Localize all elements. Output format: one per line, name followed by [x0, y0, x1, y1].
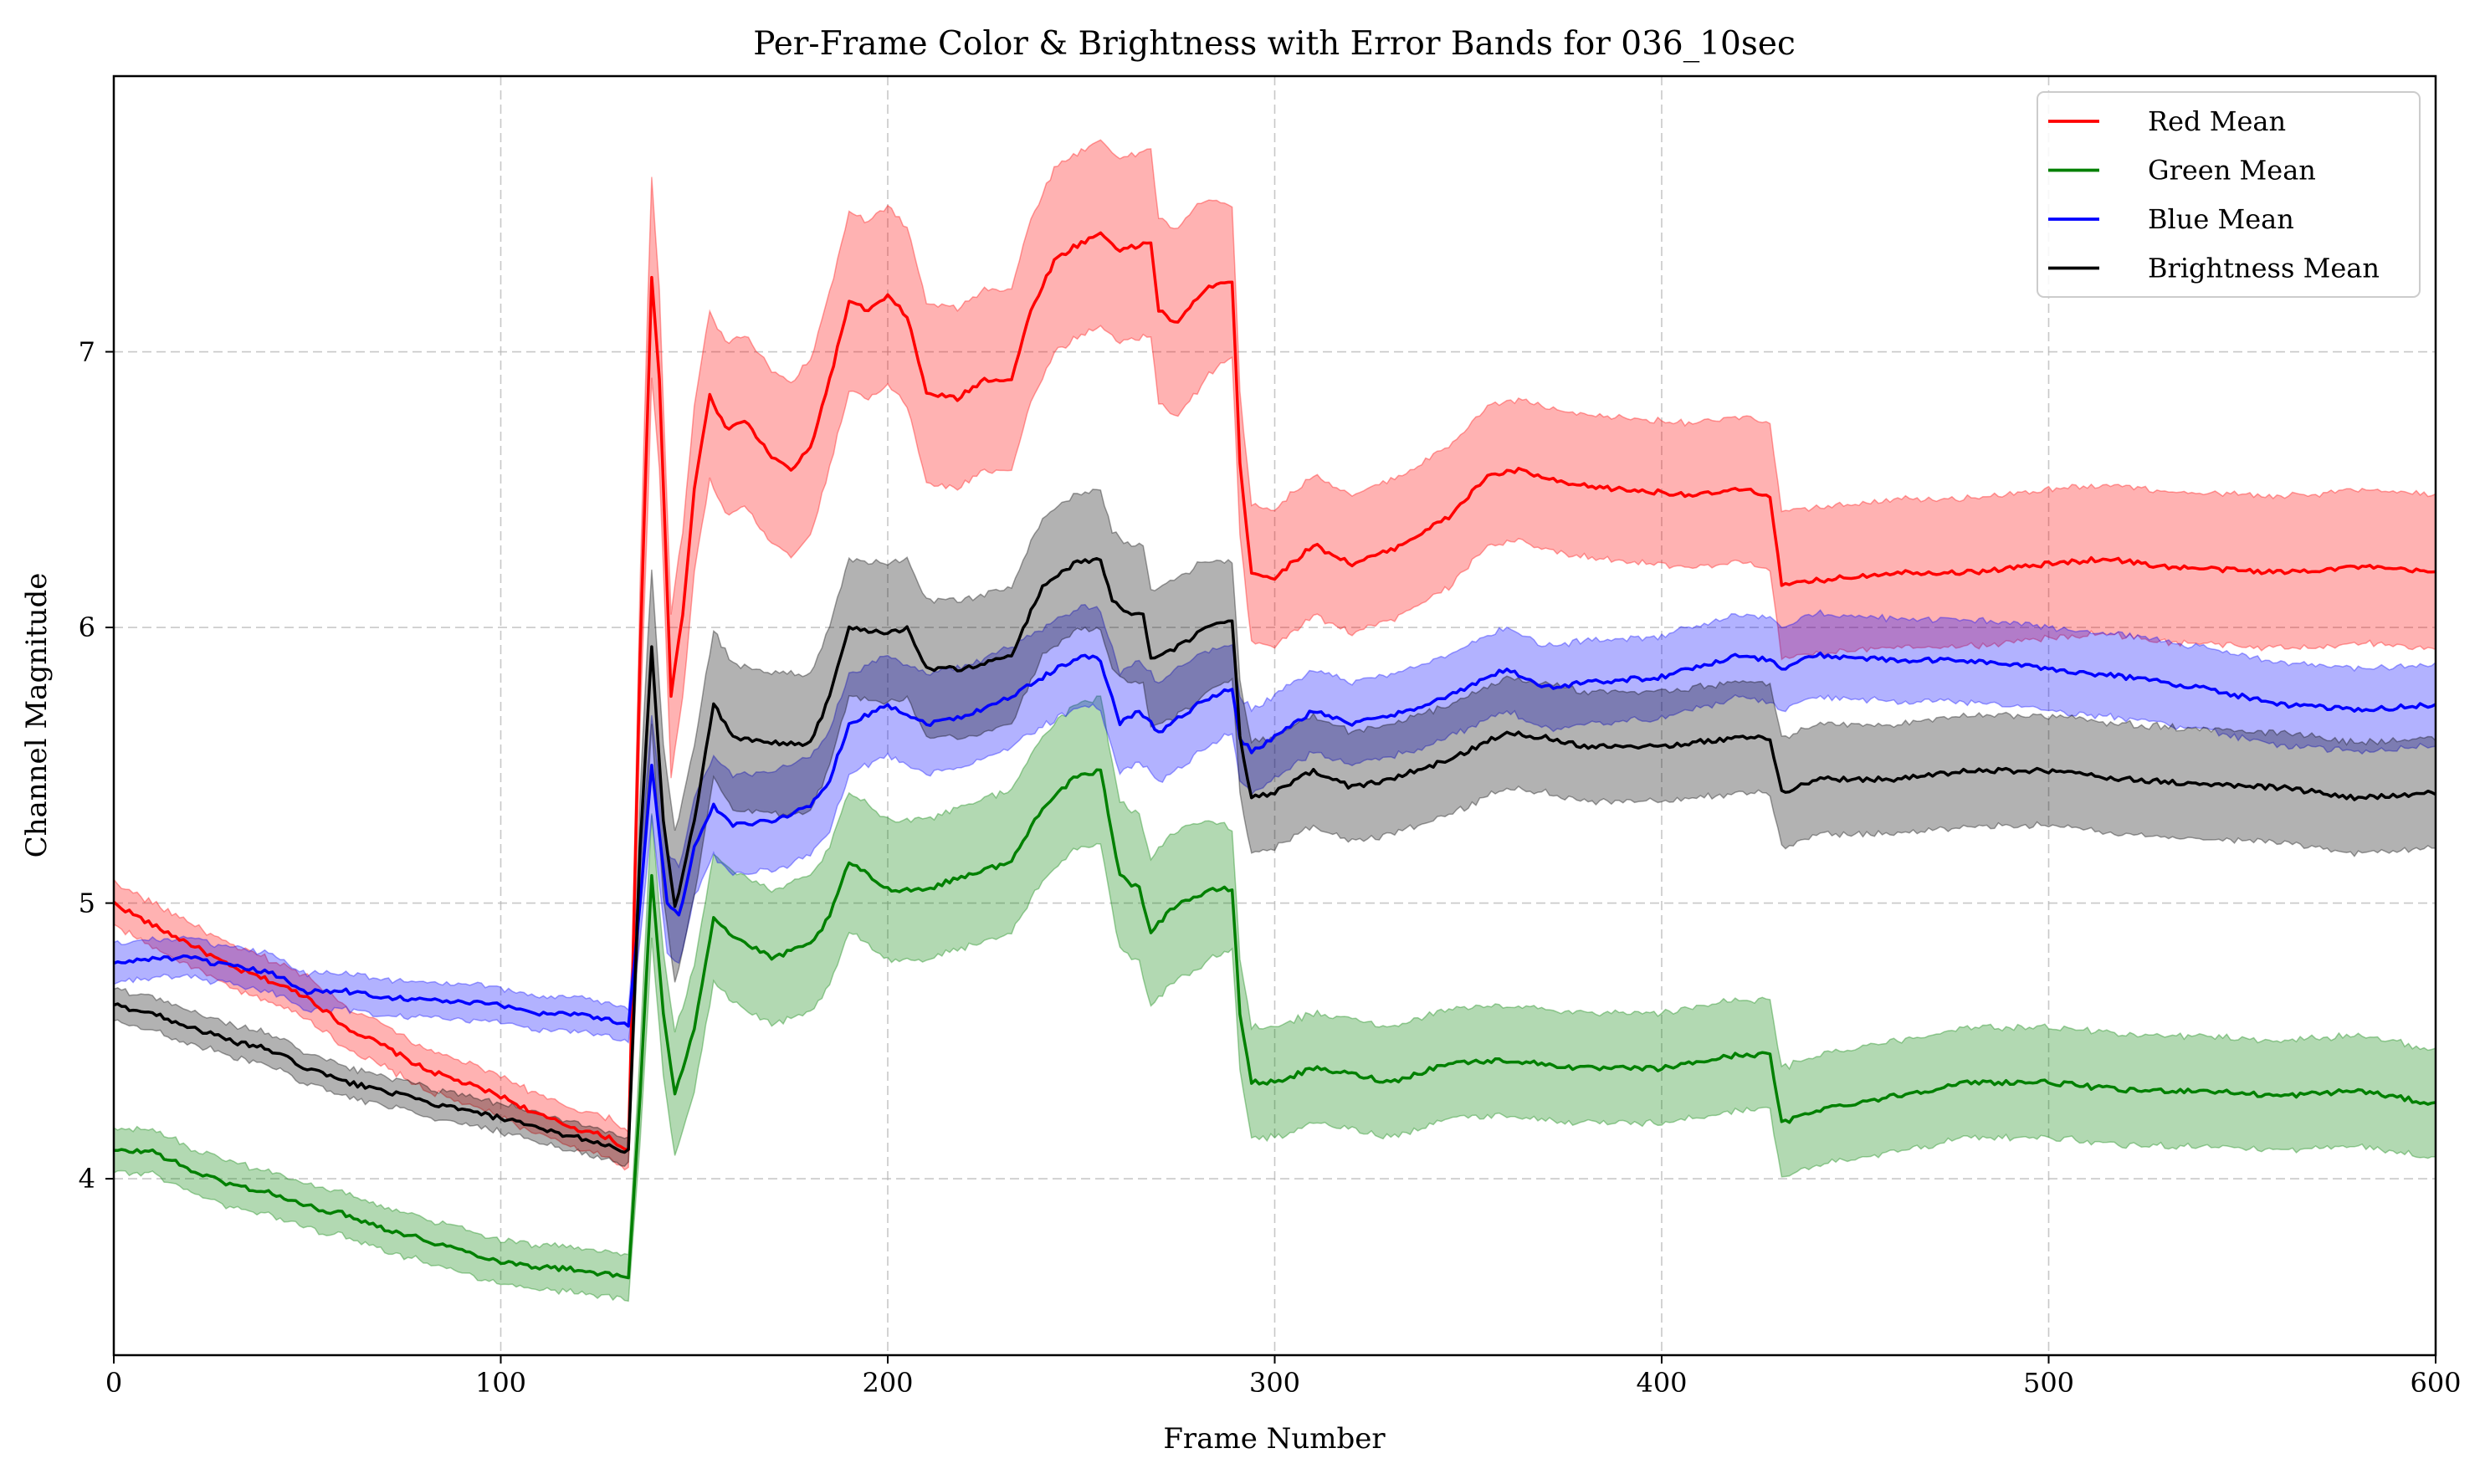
x-tick-label: 300 [1249, 1367, 1300, 1399]
y-tick-label: 7 [79, 336, 95, 368]
y-tick-label: 5 [79, 888, 95, 919]
x-tick-label: 100 [475, 1367, 526, 1399]
x-tick-label: 600 [2410, 1367, 2461, 1399]
axis-ticks: 0 100 200 300 400 500 600 4 5 6 7 [79, 336, 2462, 1399]
chart-title: Per-Frame Color & Brightness with Error … [753, 25, 1796, 63]
legend: Red Mean Green Mean Blue Mean Brightness Me… [2037, 91, 2421, 298]
x-tick-label: 0 [105, 1367, 122, 1399]
brightness-mean-line [113, 556, 2436, 1154]
legend-label-red-mean: Red Mean [2148, 105, 2286, 137]
x-tick-label: 400 [1636, 1367, 1687, 1399]
series-lines [112, 231, 2436, 1280]
red-mean-line [112, 231, 2436, 1152]
y-axis-label: Channel Magnitude [20, 573, 54, 858]
legend-label-blue-mean: Blue Mean [2148, 203, 2294, 235]
green-mean-line [113, 768, 2436, 1280]
legend-label-green-mean: Green Mean [2148, 155, 2316, 187]
x-tick-label: 200 [862, 1367, 913, 1399]
legend-box [2037, 91, 2421, 298]
grid [114, 76, 2436, 1355]
blue-mean-line [113, 651, 2436, 1028]
y-tick-label: 6 [79, 612, 95, 643]
x-axis-label: Frame Number [1163, 1422, 1386, 1456]
legend-label-brightness-mean: Brightness Mean [2148, 253, 2380, 284]
y-tick-label: 4 [79, 1163, 95, 1195]
x-tick-label: 500 [2023, 1367, 2074, 1399]
